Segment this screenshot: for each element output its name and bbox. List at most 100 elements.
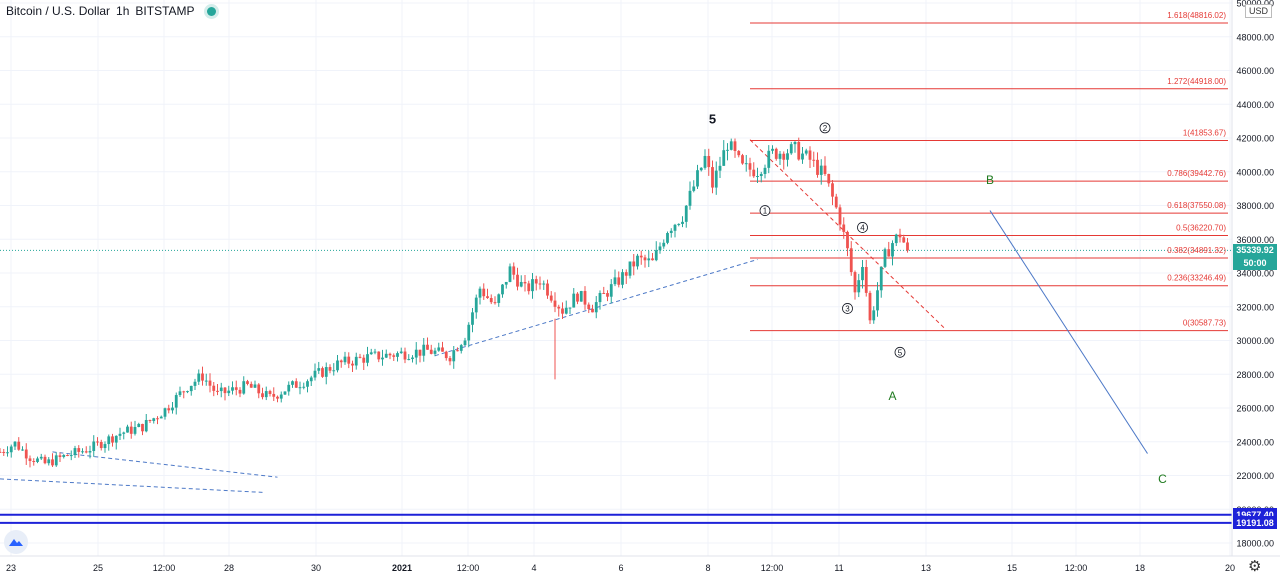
countdown-value: 50:00	[1243, 258, 1267, 269]
candle-body	[827, 173, 831, 184]
candle-body	[643, 257, 647, 261]
candle-body	[317, 368, 321, 371]
candle-body	[54, 455, 58, 466]
candle-body	[512, 266, 516, 275]
last-price-value: 35339.92	[1236, 245, 1274, 256]
candle-body	[519, 281, 523, 287]
candle-body	[208, 380, 212, 386]
candle-body	[759, 173, 763, 177]
candle-body	[711, 167, 714, 188]
candle-body	[647, 258, 651, 261]
time-tick-label: 28	[224, 563, 234, 573]
candle-body	[174, 395, 178, 408]
candle-body	[249, 383, 253, 388]
symbol-header[interactable]: Bitcoin / U.S. Dollar 1h BITSTAMP	[6, 4, 216, 18]
candle-body	[216, 390, 219, 392]
price-tick-label: 44000.00	[1236, 100, 1274, 110]
candle-body	[399, 351, 403, 354]
candle-body	[133, 427, 137, 434]
candle-body	[36, 458, 39, 462]
candle-body	[789, 144, 793, 154]
candle-body	[39, 456, 43, 459]
price-tick-label: 18000.00	[1236, 539, 1274, 549]
candle-body	[493, 302, 497, 304]
candle-body	[343, 356, 347, 363]
candle-body	[523, 281, 527, 284]
candlesticks	[0, 137, 909, 468]
candle-body	[114, 435, 118, 443]
candle-body	[872, 310, 876, 321]
candle-body	[527, 283, 531, 292]
candle-body	[366, 354, 369, 363]
candle-body	[51, 459, 54, 466]
candle-body	[13, 441, 17, 447]
candle-body	[452, 350, 456, 362]
candle-body	[369, 352, 373, 355]
candle-body	[669, 230, 673, 234]
wave-label: 3	[845, 304, 850, 313]
candle-body	[204, 380, 208, 382]
time-tick-label: 18	[1135, 563, 1145, 573]
candle-body	[111, 436, 114, 443]
symbol-name: Bitcoin / U.S. Dollar	[6, 4, 111, 18]
candle-body	[767, 150, 771, 168]
candle-body	[624, 272, 628, 276]
candle-body	[812, 159, 816, 161]
candle-body	[426, 344, 429, 350]
candle-body	[392, 355, 396, 357]
currency-label[interactable]: USD	[1245, 4, 1273, 18]
fib-level-label: 0.786(39442.76)	[1167, 169, 1226, 178]
candle-body	[478, 288, 482, 298]
candle-body	[654, 250, 658, 261]
candle-body	[707, 155, 711, 168]
wave-label: 5	[709, 111, 716, 126]
price-tick-label: 26000.00	[1236, 404, 1274, 414]
candle-body	[598, 292, 602, 303]
candle-body	[587, 304, 591, 310]
candle-body	[684, 205, 688, 222]
candle-body	[321, 368, 324, 377]
candle-body	[167, 408, 171, 411]
candle-body	[302, 386, 306, 388]
candle-body	[467, 324, 471, 341]
candle-body	[122, 432, 126, 434]
candle-body	[189, 385, 193, 392]
candle-body	[583, 291, 587, 305]
candle-body	[617, 277, 621, 285]
price-tick-label: 48000.00	[1236, 32, 1274, 42]
candle-body	[336, 360, 339, 371]
fib-level-label: 0(30587.73)	[1183, 319, 1226, 328]
candle-body	[287, 384, 291, 392]
candle-body	[362, 357, 366, 363]
price-tick-label: 32000.00	[1236, 302, 1274, 312]
candle-body	[887, 249, 891, 257]
candle-body	[47, 459, 51, 464]
candle-body	[793, 141, 797, 145]
fib-level-label: 1.618(48816.02)	[1167, 11, 1226, 20]
tradingview-logo-icon[interactable]	[4, 530, 28, 554]
candle-body	[621, 272, 624, 285]
candle-body	[186, 391, 189, 393]
candle-body	[178, 391, 182, 396]
candle-body	[501, 284, 504, 295]
candle-body	[444, 351, 448, 359]
candle-body	[6, 452, 9, 454]
fib-level-label: 1.272(44918.00)	[1167, 77, 1226, 86]
candle-body	[703, 155, 707, 168]
candle-body	[564, 307, 568, 314]
candle-body	[414, 349, 418, 358]
trendline	[989, 210, 1148, 454]
time-tick-label: 8	[705, 563, 710, 573]
last-price-badge: 35339.92	[1233, 243, 1277, 257]
gear-icon[interactable]: ⚙	[1248, 558, 1262, 575]
candle-body	[666, 233, 669, 243]
candle-body	[197, 373, 201, 382]
candle-body	[838, 207, 842, 225]
candle-body	[489, 298, 493, 303]
interval-label: 1h	[116, 4, 130, 18]
candle-body	[358, 356, 362, 358]
price-tick-label: 38000.00	[1236, 201, 1274, 211]
candle-body	[831, 183, 834, 197]
fib-retracement: 0(30587.73) 0.236(33246.49) 0.382(34891.32…	[750, 11, 1228, 332]
